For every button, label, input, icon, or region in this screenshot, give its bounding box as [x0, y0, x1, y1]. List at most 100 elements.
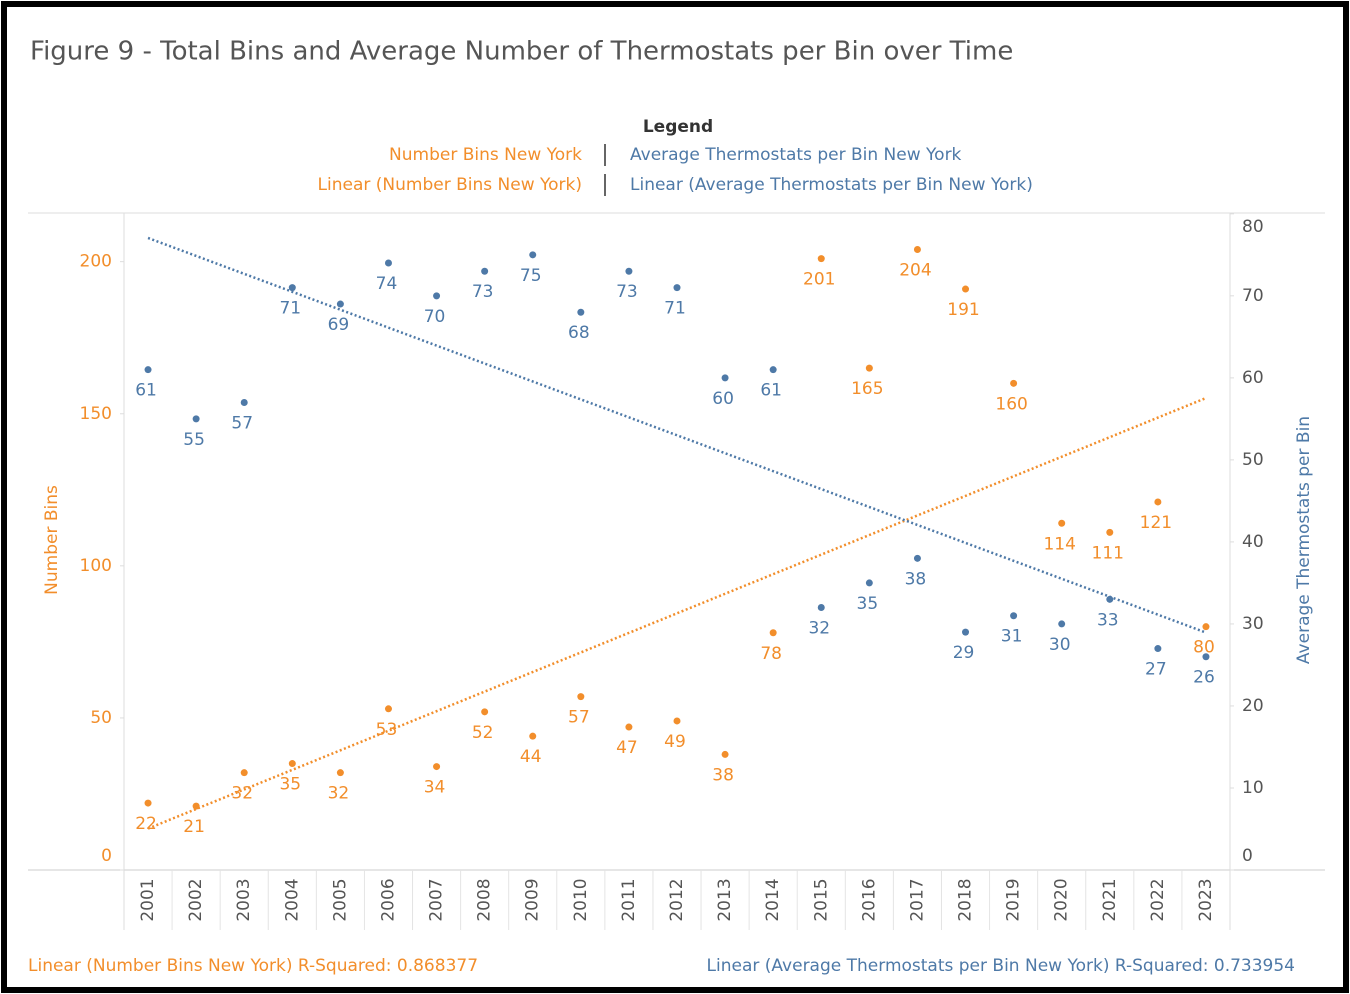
x-tick-label: 2022: [1148, 878, 1168, 921]
x-tick-label: 2008: [475, 878, 495, 921]
point: [240, 769, 248, 777]
data-label: 114: [1043, 534, 1075, 554]
x-tick-label: 2003: [234, 878, 254, 921]
point: [721, 750, 729, 758]
y2-axis-title: Average Thermostats per Bin: [1294, 416, 1314, 664]
point: [1058, 620, 1066, 628]
point: [913, 246, 921, 253]
point: [673, 284, 681, 292]
y2-tick-label: 50: [1242, 450, 1264, 470]
data-label: 191: [947, 300, 979, 320]
point: [1154, 645, 1162, 653]
trend-line: [147, 396, 1207, 830]
y2-tick-label: 40: [1242, 532, 1264, 552]
data-label: 201: [803, 270, 835, 290]
point: [625, 267, 633, 275]
data-label: 204: [899, 261, 931, 281]
y-tick-label: 200: [80, 252, 112, 272]
x-tick-label: 2001: [138, 878, 158, 921]
x-tick-label: 2007: [427, 878, 447, 921]
data-label: 38: [712, 765, 734, 785]
point: [481, 708, 489, 716]
data-label: 21: [183, 817, 205, 837]
data-label: 68: [568, 323, 590, 343]
point: [769, 366, 777, 374]
data-label: 53: [376, 720, 398, 740]
point: [481, 267, 489, 275]
y2-tick-label: 30: [1242, 614, 1264, 634]
data-label: 61: [135, 381, 157, 401]
x-tick-label: 2021: [1100, 878, 1120, 921]
data-label: 29: [953, 643, 975, 663]
y2-tick-label: 0: [1242, 846, 1253, 866]
legend-entry: Linear (Average Thermostats per Bin New …: [630, 175, 1033, 195]
x-tick-label: 2004: [282, 878, 302, 921]
data-label: 74: [376, 274, 398, 294]
point: [192, 415, 200, 423]
data-label: 30: [1049, 635, 1071, 655]
x-tick-label: 2019: [1004, 878, 1024, 921]
x-tick-label: 2014: [763, 878, 783, 921]
x-tick-label: 2011: [619, 878, 639, 921]
point: [1010, 612, 1018, 620]
x-tick-label: 2010: [571, 878, 591, 921]
data-label: 49: [664, 732, 686, 752]
y-tick-label: 100: [80, 556, 112, 576]
y2-tick-label: 60: [1242, 368, 1264, 388]
data-label: 57: [231, 413, 253, 433]
point: [577, 693, 585, 701]
y2-tick-label: 20: [1242, 696, 1264, 716]
data-label: 32: [328, 784, 350, 804]
trend-note: Linear (Average Thermostats per Bin New …: [707, 956, 1295, 976]
data-label: 27: [1145, 660, 1167, 680]
x-tick-label: 2016: [859, 878, 879, 921]
data-label: 31: [1001, 627, 1023, 647]
data-label: 71: [664, 299, 686, 319]
y-tick-label: 0: [101, 846, 112, 866]
point: [384, 705, 392, 713]
x-tick-label: 2002: [186, 878, 206, 921]
x-tick-label: 2023: [1196, 878, 1216, 921]
point: [817, 255, 825, 263]
data-label: 121: [1140, 513, 1172, 533]
point: [144, 366, 152, 374]
point: [288, 284, 296, 292]
point: [1010, 379, 1018, 387]
x-tick-label: 2015: [811, 878, 831, 921]
point: [336, 300, 344, 308]
data-label: 71: [279, 299, 301, 319]
x-tick-label: 2017: [907, 878, 927, 921]
point: [577, 308, 585, 316]
legend-entry: Linear (Number Bins New York): [318, 175, 582, 195]
y2-tick-label: 70: [1242, 286, 1264, 306]
data-label: 160: [995, 394, 1027, 414]
data-label: 70: [424, 307, 446, 327]
data-label: 35: [857, 594, 879, 614]
point: [1202, 623, 1210, 631]
point: [529, 732, 537, 740]
point: [913, 554, 921, 562]
y-axis-title: Number Bins: [42, 485, 62, 595]
point: [192, 802, 200, 810]
data-label: 38: [905, 569, 927, 589]
chart-title: Figure 9 - Total Bins and Average Number…: [30, 37, 1013, 67]
trend-line: [147, 236, 1207, 634]
x-tick-label: 2009: [523, 878, 543, 921]
point: [1202, 653, 1210, 661]
point: [673, 717, 681, 725]
legend-title: Legend: [643, 117, 713, 137]
point: [721, 374, 729, 382]
data-label: 60: [712, 389, 734, 409]
data-label: 57: [568, 708, 590, 728]
data-label: 165: [851, 379, 883, 399]
y-tick-label: 50: [90, 708, 112, 728]
data-label: 78: [760, 644, 782, 664]
data-label: 61: [760, 381, 782, 401]
point: [144, 799, 152, 807]
x-tick-label: 2018: [956, 878, 976, 921]
y2-tick-label: 10: [1242, 778, 1264, 798]
data-label: 47: [616, 738, 638, 758]
data-label: 75: [520, 266, 542, 286]
data-label: 80: [1193, 638, 1215, 658]
point: [962, 628, 970, 636]
